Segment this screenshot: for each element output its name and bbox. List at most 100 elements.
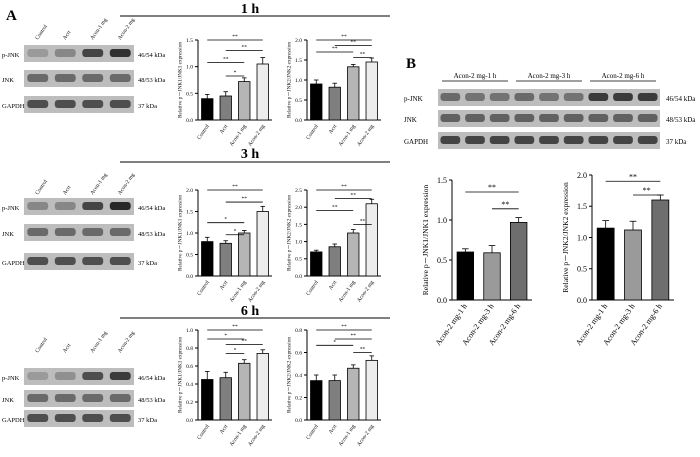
significance-label: ** [242, 44, 248, 50]
significance-label: ** [341, 34, 347, 40]
blot-band [109, 74, 131, 82]
blot-size-label: 37 kDa [138, 260, 157, 267]
significance-label: ** [232, 184, 238, 190]
bar [624, 229, 642, 301]
blot-strip [24, 368, 134, 385]
x-tick-label: Acon-2 mg [356, 424, 375, 448]
y-tick-label: 0.6 [295, 350, 302, 356]
y-tick-label: 1.5 [186, 209, 193, 215]
blot-band [465, 93, 485, 101]
blot-size-label: 37 kDa [666, 138, 687, 146]
blot-band [440, 93, 461, 101]
bar [347, 232, 360, 277]
y-tick-label: 0.0 [186, 274, 193, 280]
blot-row-label: GAPDH [404, 138, 428, 146]
blot-row-label: JNK [404, 116, 417, 124]
blot-band [54, 257, 76, 265]
y-tick-label: 1.5 [186, 38, 193, 44]
title-6h: 6 h [241, 304, 260, 319]
bar [347, 367, 360, 421]
significance-label: ** [332, 205, 338, 211]
blot-band [82, 394, 104, 402]
blot-lane-label: Control [34, 24, 49, 42]
y-axis-label: Relative p－JNK2/JNK2 expression [287, 195, 293, 271]
y-tick-label: 0.5 [295, 257, 302, 263]
blot-lane-label: Acon-1 mg [89, 17, 108, 41]
significance-label: ** [360, 52, 366, 58]
bar [310, 83, 323, 121]
x-tick-label: Acon-2 mg [247, 424, 266, 448]
y-tick-label: 0.0 [295, 118, 302, 124]
blot-band [27, 49, 49, 57]
blot-band [27, 394, 49, 402]
blot-row-label: p-JNK [404, 95, 423, 103]
y-axis-label: Relative p－JNK1/JNK1 expression [178, 42, 184, 118]
blot-row-label: p-JNK [2, 375, 20, 382]
y-tick-label: 1.5 [295, 58, 302, 64]
blot-size-label: 48/53 kDa [138, 231, 165, 238]
y-tick-label: 1.5 [577, 202, 587, 211]
blot-row-label: p-JNK [2, 205, 20, 212]
bar [256, 352, 269, 421]
blot-band [27, 100, 49, 108]
blot-band [539, 93, 559, 101]
y-tick-label: 0.8 [186, 346, 193, 352]
y-tick-label: 1.5 [437, 176, 447, 185]
blot-band [54, 74, 76, 82]
significance-label: ** [232, 324, 238, 330]
bar [365, 61, 378, 121]
x-tick-label: Acon-2 mg [356, 124, 375, 148]
blot-band [588, 93, 609, 101]
significance-label: ** [341, 324, 347, 330]
blot-band [82, 100, 104, 108]
blot-band [563, 93, 584, 101]
significance-label: ** [488, 183, 496, 192]
x-tick-label: Control [305, 423, 320, 441]
x-tick-label: Acon-1 mg [338, 124, 357, 148]
x-tick-label: Acon-1 mg [338, 280, 357, 304]
x-tick-label: Control [305, 279, 320, 297]
significance-label: ** [351, 40, 357, 46]
blot-band [54, 394, 76, 402]
chart-B-JNK1: 0.0 0.5 1.0 1.5 Relative p－JNK1/JNK1 express… [421, 176, 532, 347]
y-tick-label: 0.4 [295, 373, 302, 379]
blot-band [82, 228, 104, 236]
blot-row-label: GAPDH [2, 103, 25, 110]
blots-layer: p-JNK 46/54 kDa JNK 48/53 kDa GAPDH 37 kDa Con… [2, 17, 696, 427]
blot-strip [24, 45, 134, 62]
blot-band [109, 202, 131, 210]
blot-band [82, 74, 104, 82]
blot-size-label: 46/54 kDa [138, 375, 165, 382]
blot-strip [24, 253, 134, 270]
x-tick-label: Acon-2 mg [247, 280, 266, 304]
title-3h: 3 h [241, 147, 260, 162]
blot-row-label: JNK [2, 397, 14, 404]
blot-band [539, 136, 559, 144]
blot-band [613, 114, 633, 122]
blot-band [514, 136, 535, 144]
blot-band [440, 114, 461, 122]
bar [219, 95, 232, 121]
x-tick-label: Acon-1 mg [229, 124, 248, 148]
blot-lane-label: Acon-1 mg [89, 330, 108, 354]
y-tick-label: 0.5 [186, 91, 193, 97]
blot-b-group-label: Acon-2 mg-3 h [528, 72, 571, 80]
blot-band [109, 228, 131, 236]
blot-lane-label: Control [34, 337, 49, 355]
significance-label: * [234, 70, 237, 76]
bar [238, 362, 251, 421]
blot-row-label: GAPDH [2, 417, 25, 424]
y-tick-label: 0.2 [295, 395, 302, 401]
x-tick-label: Acrt [328, 279, 339, 291]
significance-label: ** [232, 34, 238, 40]
blot-size-label: 46/54 kDa [138, 52, 165, 59]
blot-lane-label: Control [34, 179, 49, 197]
bar [365, 203, 378, 277]
y-axis-label: Relative p－JNK1/JNK1 expression [178, 195, 184, 271]
significance-label: ** [341, 184, 347, 190]
y-axis-label: Relative p－JNK2/JNK2 expression [287, 42, 293, 118]
blot-band [27, 74, 49, 82]
